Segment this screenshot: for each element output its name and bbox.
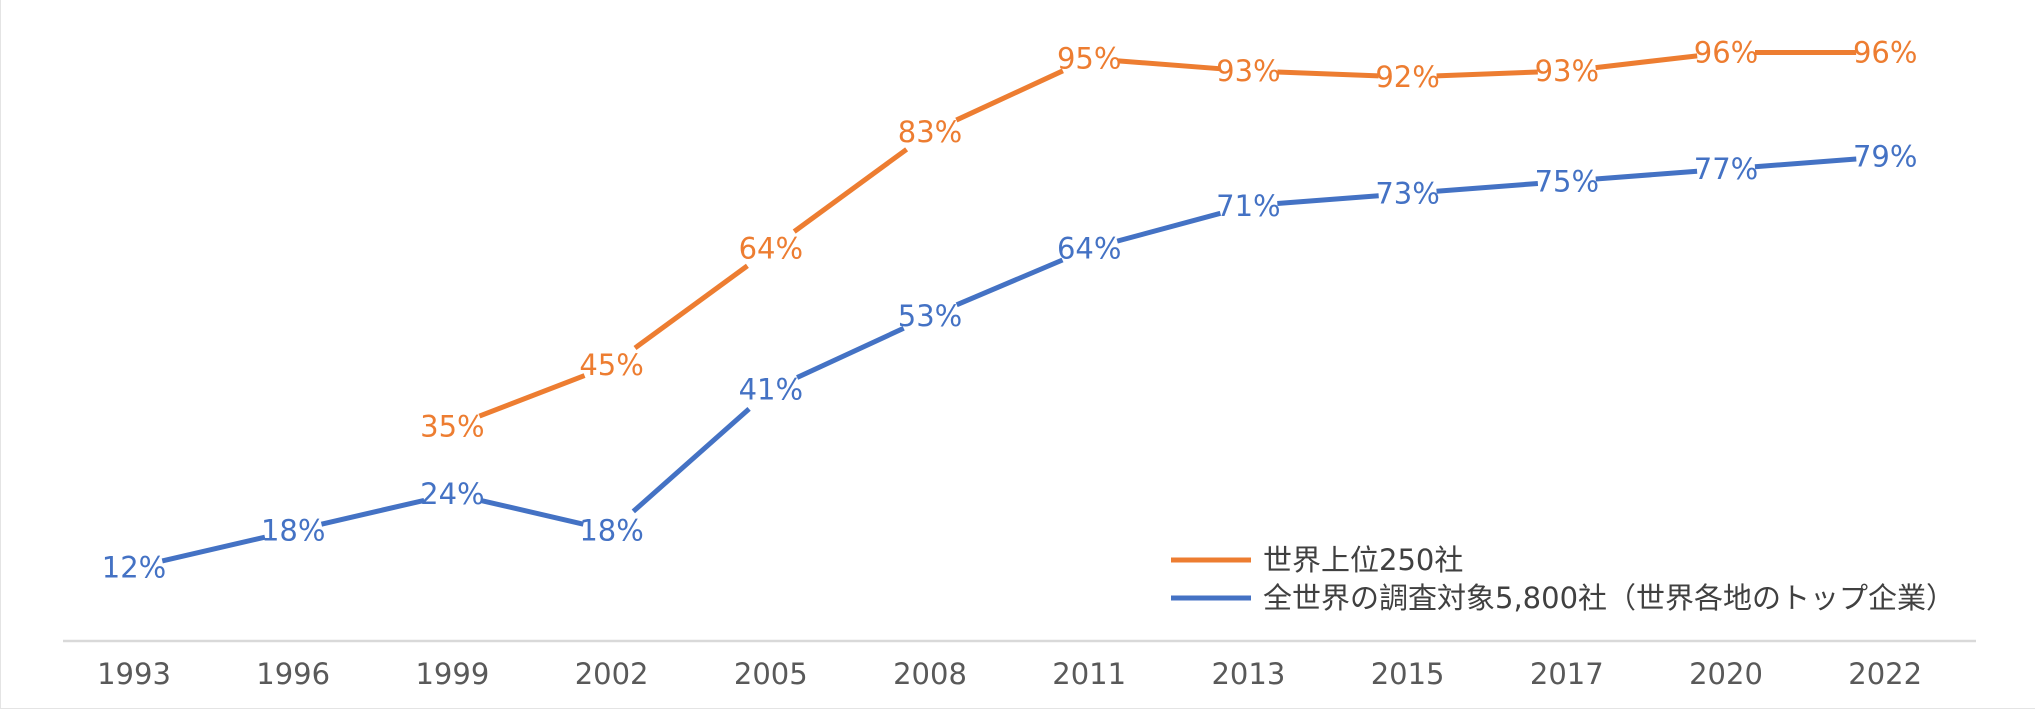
data-label: 18%: [261, 514, 325, 548]
data-label: 71%: [1216, 189, 1280, 223]
x-tick-label: 1996: [256, 657, 330, 691]
data-label: 18%: [579, 514, 643, 548]
data-label: 64%: [1057, 232, 1121, 266]
series-line-segment: [161, 534, 266, 564]
data-label: 96%: [1853, 36, 1917, 70]
x-axis-ticks: 1993 1996 1999 2002 2005 2008 2011 2013 2015 2017…: [97, 657, 1922, 691]
data-label: 83%: [898, 115, 962, 149]
series-line-segment: [1436, 180, 1539, 194]
series-layer: 35%45%64%83%95% 93% 92% 93%96% 96%12%18%24%1…: [102, 36, 1918, 585]
series-line-segment: [796, 326, 905, 380]
x-tick-label: 2017: [1530, 657, 1604, 691]
x-tick-label: 2013: [1211, 657, 1285, 691]
data-label: 92%: [1375, 60, 1439, 94]
series-line-segment: [633, 263, 749, 351]
series-line-segment: [1595, 53, 1698, 71]
series-line-segment: [1277, 193, 1379, 207]
data-label: 93%: [1216, 54, 1280, 88]
legend-label: 世界上位250社: [1263, 543, 1463, 577]
series-line-segment: [792, 147, 909, 234]
x-tick-label: 1993: [97, 657, 171, 691]
data-label: 75%: [1535, 164, 1599, 198]
legend-label: 全世界の調査対象5,800社（世界各地のトップ企業）: [1263, 581, 1955, 615]
series-2: 12% 18% 24% 18% 41% 53% 64% 71% 73% 75% 77% 79%: [102, 140, 1918, 585]
data-label: 77%: [1694, 152, 1758, 186]
series-line-segment: [320, 497, 425, 527]
data-label: 53%: [898, 299, 962, 333]
series-line-segment: [1116, 210, 1222, 244]
x-tick-label: 1999: [415, 657, 489, 691]
series-line-segment: [480, 497, 584, 527]
data-label: 35%: [420, 409, 484, 443]
x-tick-label: 2008: [893, 657, 967, 691]
series-line-segment: [955, 68, 1064, 123]
data-label: 79%: [1853, 140, 1917, 174]
data-label: 96%: [1694, 36, 1758, 70]
x-tick-label: 2020: [1689, 657, 1763, 691]
series-line-segment: [1754, 156, 1857, 170]
series-line-segment: [955, 257, 1064, 308]
data-label: 64%: [739, 232, 803, 266]
data-label: 73%: [1375, 177, 1439, 211]
series-line-segment: [1117, 58, 1220, 72]
data-label: 12%: [102, 550, 166, 584]
data-label: 41%: [739, 373, 803, 407]
data-label: 95%: [1057, 42, 1121, 76]
data-label: 93%: [1535, 54, 1599, 88]
data-label: 24%: [420, 477, 484, 511]
series-line-segment: [1436, 69, 1538, 79]
x-tick-label: 2011: [1052, 657, 1126, 691]
series-1: 35% 45% 64% 83% 95% 93% 92% 93% 96% 96%: [420, 36, 1917, 444]
x-tick-label: 2015: [1371, 657, 1445, 691]
series-line-segment: [631, 407, 751, 514]
x-tick-label: 2002: [575, 657, 649, 691]
data-label: 45%: [579, 348, 643, 382]
x-tick-label: 2022: [1848, 657, 1922, 691]
series-line-segment: [478, 373, 586, 419]
x-tick-label: 2005: [734, 657, 808, 691]
series-line-segment: [1277, 69, 1379, 79]
series-line-segment: [1595, 168, 1698, 182]
